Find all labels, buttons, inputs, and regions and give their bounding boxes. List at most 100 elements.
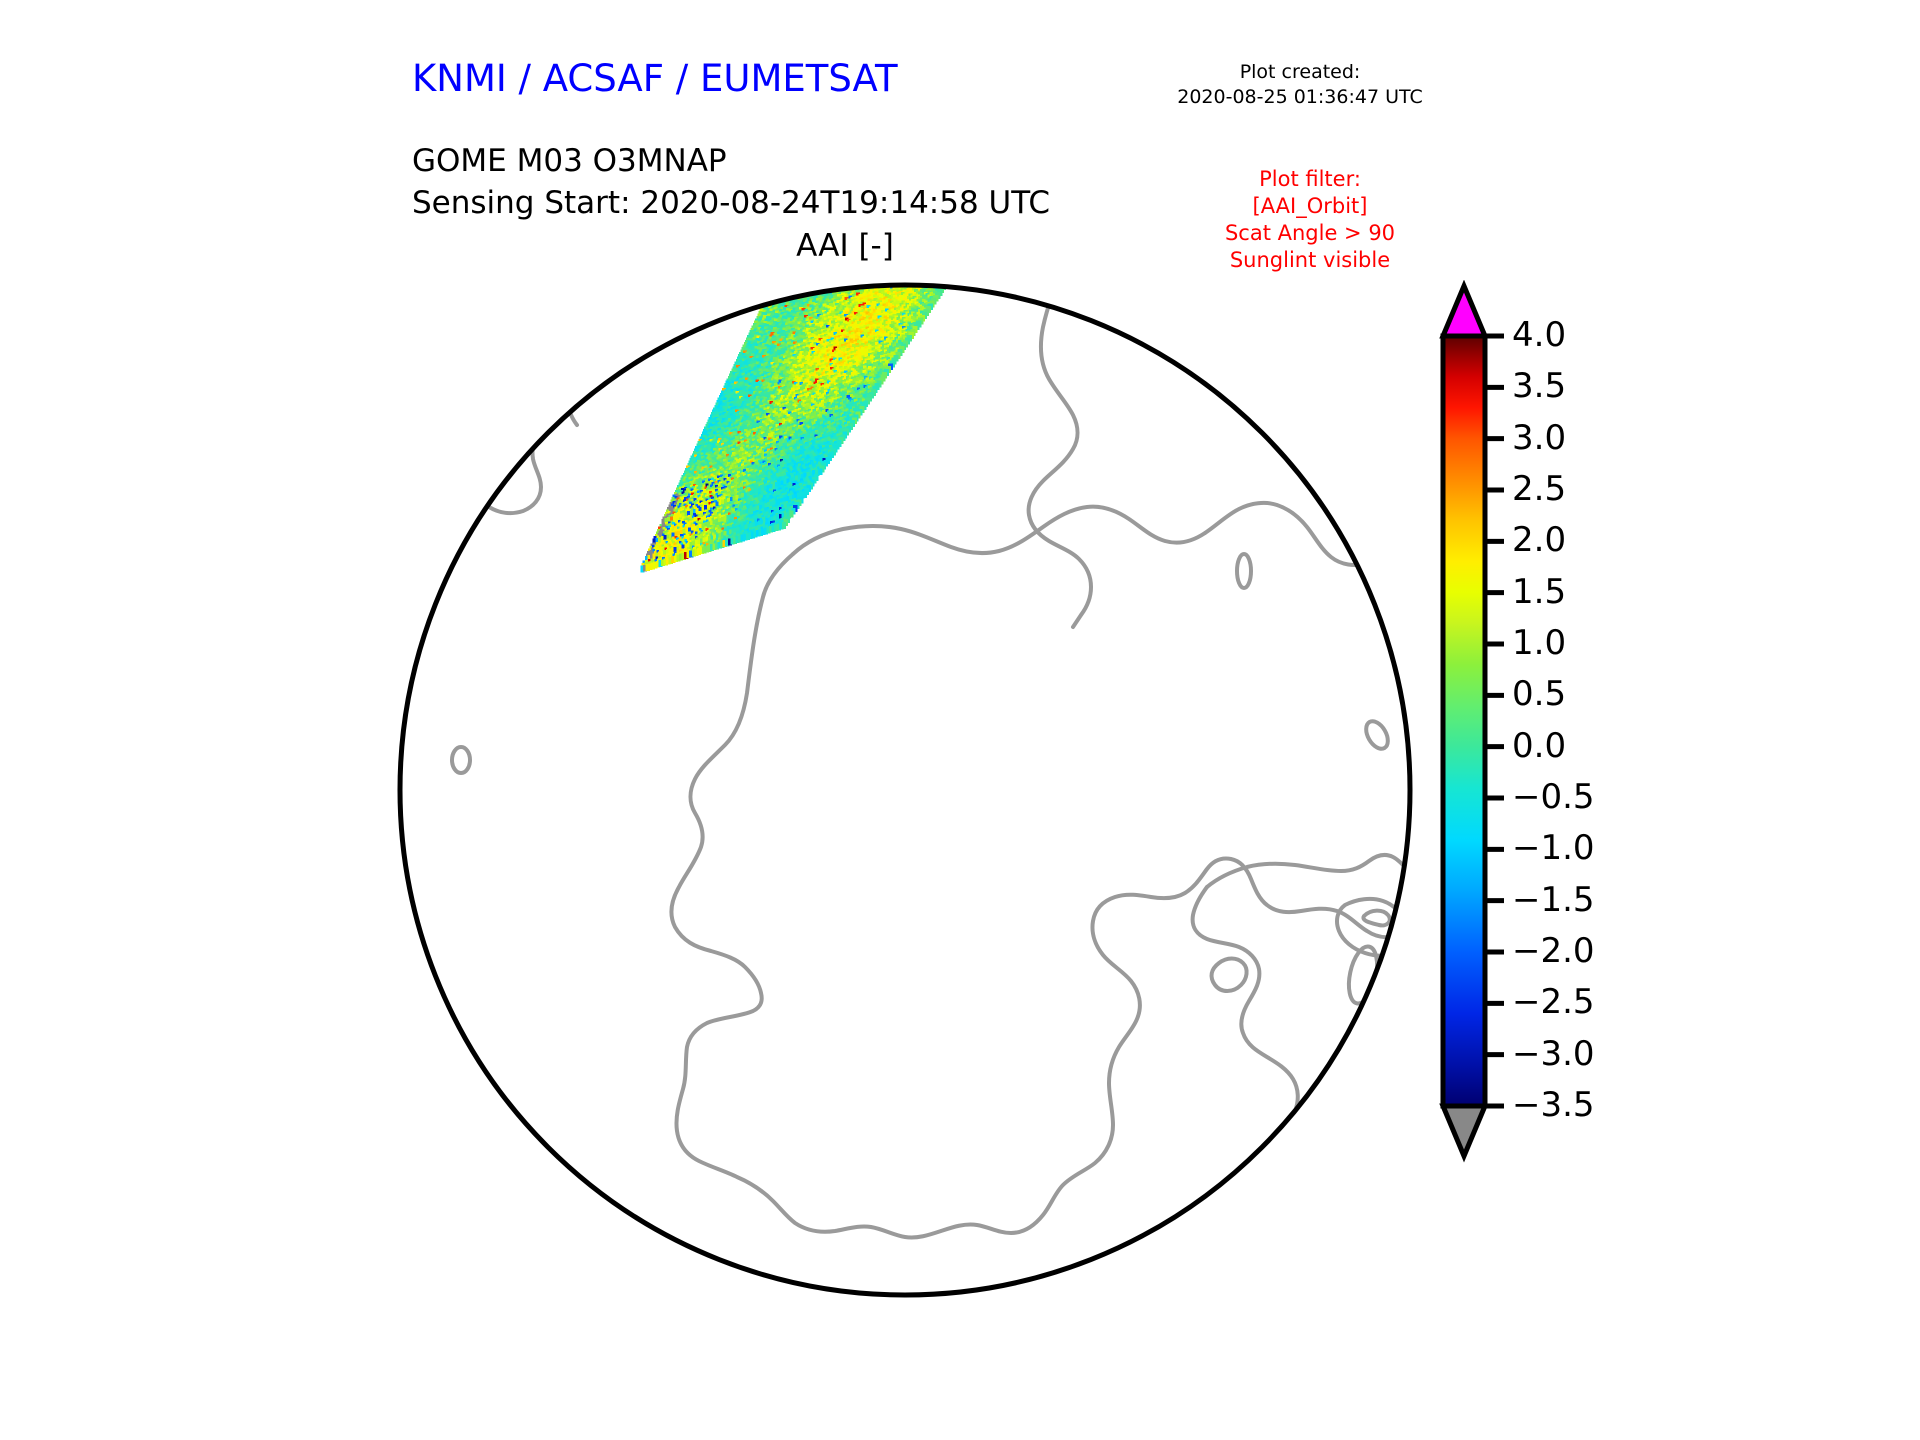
swath-pixel	[901, 275, 907, 280]
swath-pixel	[919, 277, 925, 284]
island-icon	[1235, 552, 1253, 590]
swath-pixel	[856, 276, 862, 283]
plot-filter-label: Plot filter:	[1259, 167, 1361, 191]
map-panel	[395, 275, 1425, 1320]
swath-pixel	[938, 275, 944, 276]
swath-pixel	[927, 275, 933, 276]
swath-pixel	[879, 275, 885, 276]
swath-pixel	[749, 490, 755, 498]
swath-pixel	[906, 275, 912, 276]
swath-pixel	[724, 498, 729, 506]
swath-pixel	[864, 275, 870, 280]
swath-pixel	[863, 276, 869, 283]
swath-pixel	[836, 278, 842, 285]
island-icon	[1364, 719, 1390, 751]
swath-pixel	[692, 508, 698, 516]
swath-pixel	[670, 516, 675, 524]
plot-filter-name: [AAI_Orbit]	[1252, 194, 1368, 218]
polar-map	[397, 275, 1413, 1298]
island-icon	[1361, 908, 1392, 928]
swath-pixel	[681, 512, 686, 520]
swath-pixel	[925, 275, 931, 279]
swath-pixel	[863, 275, 869, 276]
swath-pixel	[684, 511, 689, 519]
swath-pixel	[853, 275, 859, 279]
swath-pixel	[672, 515, 678, 523]
swath-pixel	[913, 275, 919, 280]
swath-pixel	[735, 495, 740, 502]
swath-pixel	[845, 285, 852, 286]
satellite-swath	[640, 275, 952, 573]
swath-pixel	[877, 275, 883, 279]
swath-pixel	[912, 275, 918, 276]
swath-pixel	[898, 275, 904, 279]
swath-pixel	[894, 275, 900, 277]
swath-pixel	[923, 275, 929, 282]
swath-pixel	[850, 275, 856, 278]
swath-pixel	[738, 494, 743, 502]
swath-pixel	[718, 500, 723, 508]
swath-pixel	[835, 285, 841, 288]
swath-pixel	[893, 276, 899, 283]
swath-pixel	[709, 503, 715, 511]
organisation-title: KNMI / ACSAF / EUMETSAT	[412, 57, 898, 100]
swath-pixel	[886, 275, 892, 280]
swath-pixel	[911, 275, 917, 282]
swath-pixel	[896, 275, 902, 278]
swath-pixel	[944, 275, 950, 280]
swath-pixel	[857, 275, 863, 277]
swath-pixel	[905, 276, 911, 283]
swath-pixel	[882, 275, 888, 281]
swath-pixel	[923, 275, 929, 278]
swath-pixel	[887, 275, 893, 277]
swath-pixel	[884, 275, 890, 282]
swath-pixel	[913, 277, 919, 284]
swath-pixel	[664, 518, 669, 526]
swath-pixel	[908, 275, 914, 277]
swath-pixel	[903, 275, 909, 281]
swath-pixel	[888, 275, 894, 281]
swath-pixel	[891, 275, 897, 282]
swath-pixel	[872, 275, 878, 277]
swath-pixel	[862, 275, 868, 279]
swath-pixel	[931, 275, 937, 279]
swath-pixel	[726, 497, 732, 505]
swath-pixel	[758, 487, 763, 495]
swath-pixel	[843, 277, 849, 284]
swath-pixel	[834, 277, 840, 284]
swath-pixel	[944, 275, 950, 276]
south-america-andes-coast	[1190, 885, 1300, 1147]
swath-pixel	[854, 275, 860, 276]
swath-pixel	[887, 277, 893, 284]
swath-pixel	[929, 275, 935, 278]
swath-pixel	[927, 275, 933, 280]
swath-pixel	[921, 275, 927, 281]
product-block: GOME M03 O3MNAP Sensing Start: 2020-08-2…	[412, 140, 1050, 224]
swath-pixel	[917, 275, 923, 278]
swath-pixel	[678, 513, 684, 521]
swath-pixel	[695, 508, 701, 515]
south-america-coastline	[1205, 852, 1410, 889]
swath-pixel	[721, 499, 726, 507]
swath-pixel	[890, 275, 896, 278]
swath-pixel	[854, 275, 860, 282]
swath-pixel	[892, 275, 898, 279]
swath-pixel	[846, 275, 852, 279]
quantity-title: AAI [-]	[796, 228, 894, 264]
swath-pixel	[880, 275, 886, 280]
swath-pixel	[909, 275, 915, 281]
falkland-islands	[1209, 956, 1249, 993]
swath-pixel	[875, 275, 881, 278]
swath-pixel	[919, 275, 925, 279]
swath-pixel	[675, 514, 681, 522]
swath-pixel	[860, 275, 866, 282]
swath-pixel	[841, 285, 848, 287]
swath-pixel	[946, 275, 952, 277]
swath-pixel	[932, 275, 938, 276]
swath-pixel	[852, 278, 858, 285]
swath-pixel	[689, 509, 695, 517]
swath-pixel	[828, 285, 835, 289]
swath-pixel	[915, 275, 921, 281]
swath-pixel	[838, 276, 844, 283]
swath-pixel	[755, 488, 760, 496]
